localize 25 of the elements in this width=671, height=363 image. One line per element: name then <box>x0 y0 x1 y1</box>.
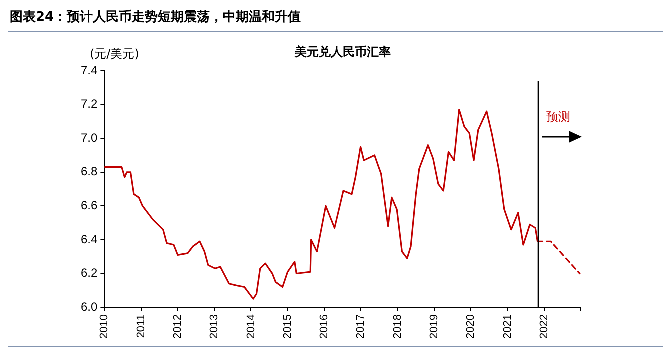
x-tick-label: 2020 <box>465 314 478 340</box>
x-tick-label: 2013 <box>208 314 221 340</box>
y-tick-label: 6.0 <box>80 300 98 314</box>
x-tick-label: 2012 <box>172 314 184 340</box>
y-tick-label: 6.2 <box>80 266 98 280</box>
chart-subtitle: 美元兑人民币汇率 <box>295 44 391 61</box>
x-tick-label: 2021 <box>502 314 514 340</box>
y-tick-label: 6.6 <box>80 198 98 212</box>
annotation: 预测 <box>546 109 570 126</box>
y-tick-label: 7.2 <box>80 97 98 112</box>
x-tick-label: 2018 <box>392 314 404 340</box>
x-tick-label: 2016 <box>318 314 331 340</box>
chart-title: 图表24：预计人民币走势短期震荡，中期温和升值 <box>10 8 302 26</box>
x-tick-label: 2019 <box>428 314 440 340</box>
x-tick-label: 2014 <box>245 314 258 340</box>
x-tick-label: 2022 <box>538 314 550 340</box>
y-tick-label: 7.0 <box>80 130 98 145</box>
x-tick-label: 2011 <box>135 314 148 338</box>
y-tick-label: 6.8 <box>80 164 98 179</box>
y-tick-label: 7.4 <box>80 63 98 78</box>
x-tick-label: 2015 <box>282 314 294 340</box>
y-tick-label: 6.4 <box>80 232 98 246</box>
y-axis-title: (元/美元) <box>90 46 140 63</box>
x-tick-label: 2017 <box>355 314 368 340</box>
x-tick-label: 2010 <box>98 314 111 340</box>
